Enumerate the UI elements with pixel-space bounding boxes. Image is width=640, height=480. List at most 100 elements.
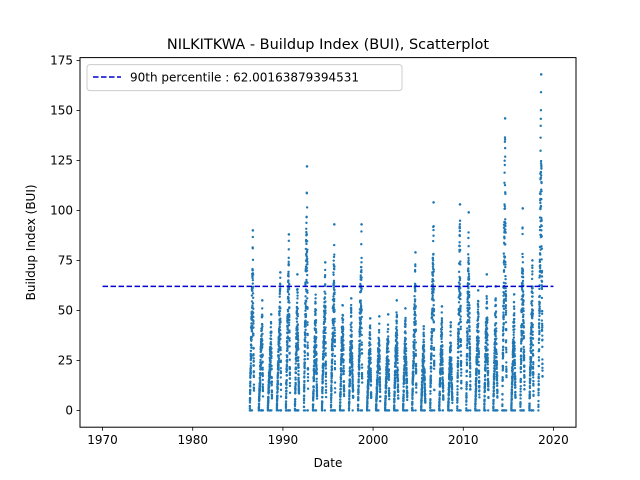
data-point (429, 370, 433, 373)
data-point (347, 402, 351, 406)
data-point (251, 324, 254, 327)
data-point (467, 236, 470, 240)
data-point (378, 383, 382, 387)
data-point (448, 378, 451, 381)
data-point (347, 409, 351, 412)
data-point (539, 117, 543, 121)
data-point (347, 406, 351, 410)
data-point (285, 378, 288, 382)
data-point (467, 253, 470, 256)
data-point (303, 354, 306, 358)
data-point (360, 308, 363, 312)
data-point (404, 332, 407, 335)
data-point (333, 362, 337, 366)
data-point (432, 367, 436, 371)
data-point (458, 226, 462, 230)
data-point (510, 405, 513, 408)
data-point (261, 383, 265, 386)
data-point (531, 273, 534, 276)
data-point (513, 314, 516, 317)
legend: 90th percentile : 62.00163879394531 (86, 64, 403, 92)
data-point (287, 279, 290, 282)
data-point (458, 222, 462, 226)
data-point (324, 371, 328, 374)
data-point (250, 354, 253, 357)
data-point (348, 397, 351, 400)
data-point (285, 374, 289, 377)
data-point (376, 383, 379, 386)
data-point (267, 390, 271, 394)
data-point (250, 409, 254, 412)
data-point (370, 396, 373, 399)
data-point (424, 401, 427, 404)
data-point (324, 347, 327, 350)
data-point (266, 403, 270, 407)
data-point (393, 391, 396, 394)
data-point (477, 339, 480, 343)
data-point (360, 341, 363, 344)
data-point (468, 340, 471, 344)
data-point (429, 389, 432, 393)
data-point (521, 232, 524, 236)
data-point (349, 366, 352, 369)
data-point (537, 399, 540, 403)
data-point (404, 323, 407, 326)
data-point (330, 365, 334, 368)
data-point (322, 345, 325, 349)
data-point (465, 385, 468, 388)
data-point (537, 318, 541, 321)
data-point (248, 396, 252, 400)
data-point (304, 299, 308, 303)
data-point (496, 396, 499, 399)
data-point (396, 342, 399, 345)
data-point (303, 345, 307, 348)
data-point (288, 337, 291, 340)
data-point (494, 299, 497, 302)
data-point (474, 405, 477, 408)
x-axis-label: Date (314, 456, 343, 470)
data-point (495, 379, 499, 382)
data-point (532, 376, 535, 379)
data-point (540, 245, 543, 248)
data-point (329, 401, 333, 404)
data-point (493, 377, 496, 380)
data-point (469, 385, 472, 388)
data-point (288, 367, 291, 371)
data-point (394, 373, 397, 376)
data-point (376, 381, 379, 385)
data-point (270, 331, 273, 334)
data-point (249, 349, 253, 353)
data-point (306, 368, 310, 371)
data-point (406, 409, 409, 412)
data-point (261, 299, 264, 302)
data-point (342, 359, 345, 362)
data-point (432, 307, 436, 311)
data-point (251, 235, 255, 239)
data-point (477, 360, 480, 364)
data-point (531, 264, 534, 267)
data-point (522, 331, 525, 335)
data-point (342, 339, 345, 342)
data-point (540, 181, 543, 185)
data-point (351, 389, 355, 392)
data-point (360, 287, 363, 291)
data-point (387, 362, 390, 366)
data-point (296, 328, 299, 331)
data-point (483, 387, 486, 390)
data-point (357, 393, 360, 396)
data-point (376, 374, 379, 377)
data-point (522, 334, 526, 338)
data-point (469, 387, 472, 391)
data-point (468, 306, 471, 310)
data-point (414, 364, 418, 368)
data-point (315, 352, 318, 355)
data-point (412, 333, 416, 336)
data-point (385, 377, 389, 380)
plot-frame (79, 57, 577, 428)
data-point (414, 305, 417, 308)
data-point (331, 344, 334, 348)
data-point (258, 376, 262, 379)
data-point (511, 363, 515, 366)
data-point (324, 360, 327, 363)
data-point (377, 331, 381, 334)
